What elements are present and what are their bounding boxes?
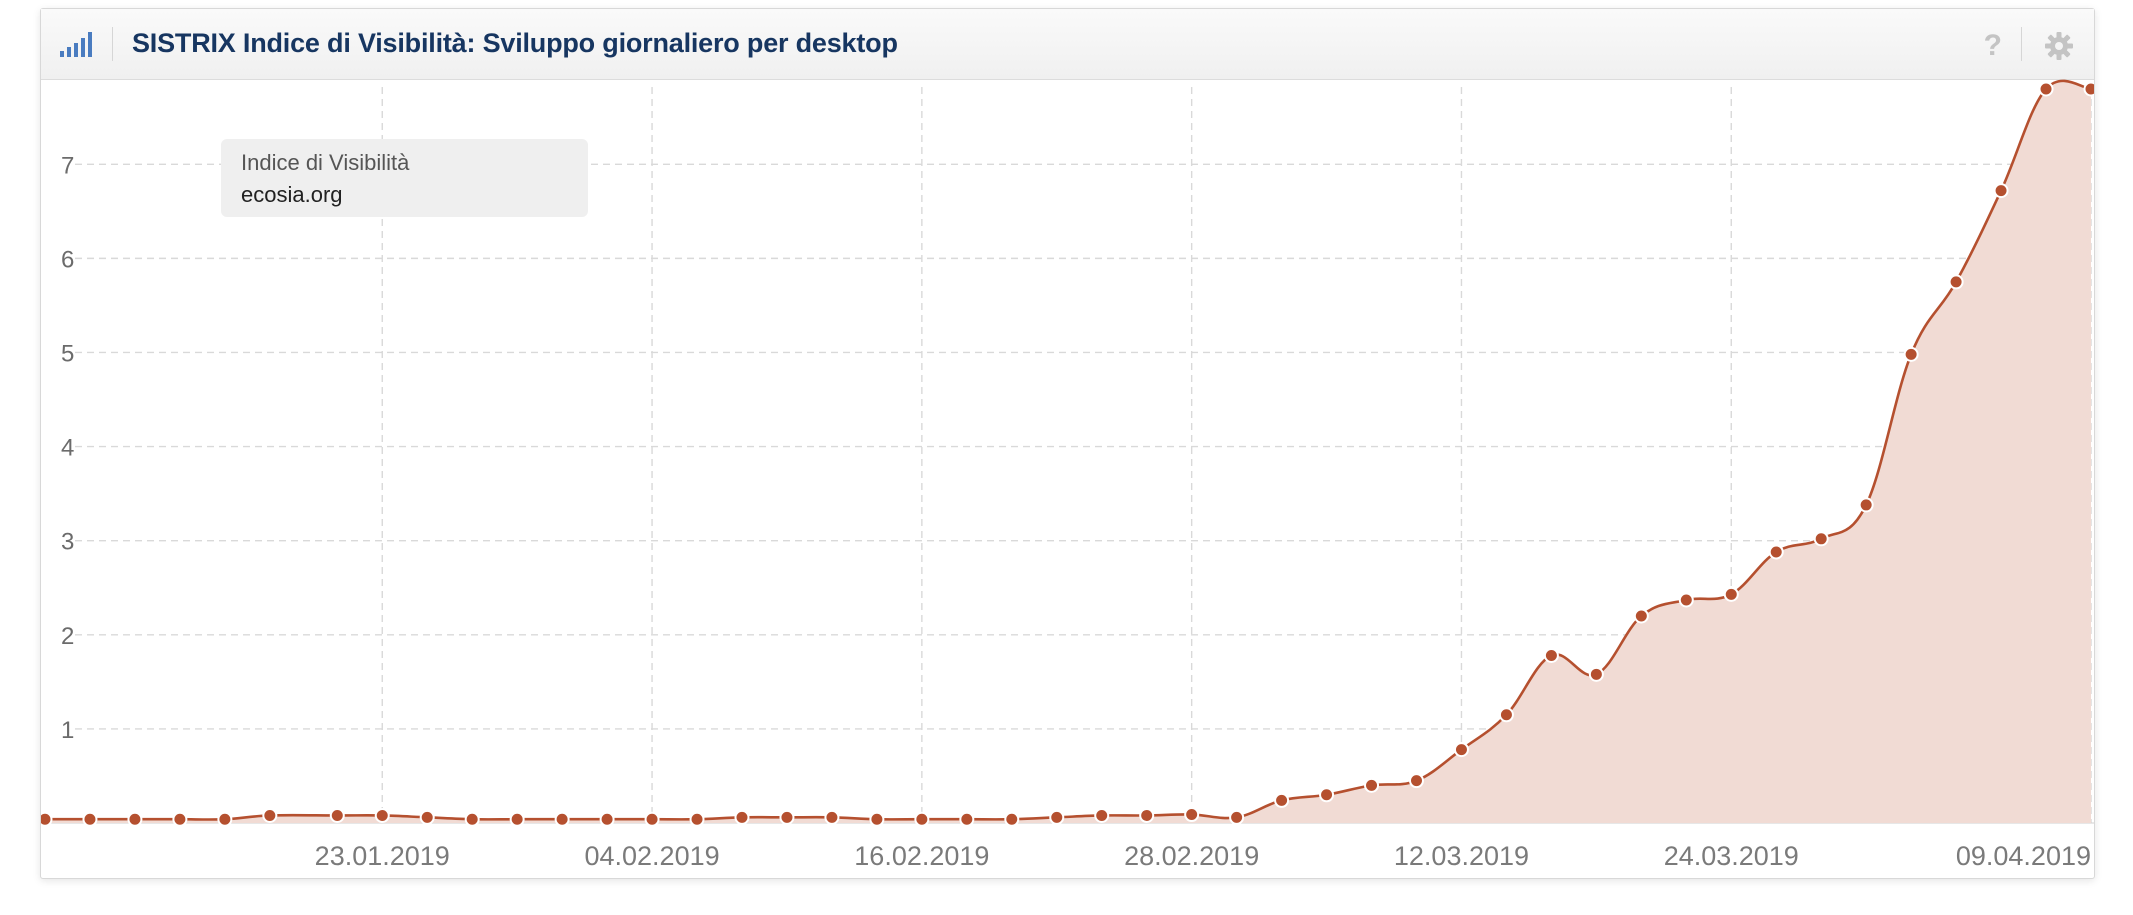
data-point[interactable]: [127, 811, 143, 827]
data-point[interactable]: [824, 809, 840, 825]
data-point[interactable]: [1678, 592, 1694, 608]
data-point[interactable]: [689, 811, 705, 827]
y-tick-label: 6: [61, 246, 74, 273]
data-point[interactable]: [914, 811, 930, 827]
data-point[interactable]: [734, 809, 750, 825]
data-point[interactable]: [1768, 544, 1784, 560]
header-divider: [112, 27, 113, 61]
series-area: [45, 80, 2091, 824]
data-point[interactable]: [329, 807, 345, 823]
data-point[interactable]: [869, 811, 885, 827]
visibility-chart-widget: SISTRIX Indice di Visibilità: Sviluppo g…: [40, 8, 2095, 879]
data-point[interactable]: [1049, 809, 1065, 825]
data-point[interactable]: [509, 811, 525, 827]
tooltip-label: Indice di Visibilità: [241, 150, 410, 175]
data-point[interactable]: [644, 811, 660, 827]
data-point[interactable]: [1813, 531, 1829, 547]
data-point[interactable]: [1588, 666, 1604, 682]
y-tick-label: 1: [61, 717, 74, 744]
data-point[interactable]: [217, 811, 233, 827]
data-point[interactable]: [419, 809, 435, 825]
data-point[interactable]: [82, 811, 98, 827]
data-point[interactable]: [1004, 811, 1020, 827]
data-point[interactable]: [1543, 647, 1559, 663]
data-point[interactable]: [464, 811, 480, 827]
data-point[interactable]: [1903, 346, 1919, 362]
data-point[interactable]: [1364, 777, 1380, 793]
line-chart: 1 2 3 4 5 6 7 23.01.2019 04.02.2019 16.02.2019 28.…: [41, 79, 2095, 871]
x-tick-label: 04.02.2019: [584, 841, 719, 871]
data-point[interactable]: [1948, 274, 1964, 290]
header-divider-right: [2021, 27, 2022, 61]
data-point[interactable]: [1274, 792, 1290, 808]
data-point[interactable]: [1094, 807, 1110, 823]
widget-header: SISTRIX Indice di Visibilità: Sviluppo g…: [41, 9, 2094, 80]
data-point[interactable]: [1408, 773, 1424, 789]
data-point[interactable]: [959, 811, 975, 827]
y-tick-label: 2: [61, 623, 74, 650]
x-tick-label: 09.04.2019: [1956, 841, 2091, 871]
data-point[interactable]: [2038, 81, 2054, 97]
y-tick-label: 5: [61, 340, 74, 367]
data-point[interactable]: [262, 807, 278, 823]
chart-title: SISTRIX Indice di Visibilità: Sviluppo g…: [132, 28, 898, 58]
tooltip-domain: ecosia.org: [241, 182, 343, 207]
data-point[interactable]: [1498, 707, 1514, 723]
x-tick-label: 12.03.2019: [1394, 841, 1529, 871]
y-tick-label: 3: [61, 529, 74, 556]
chart-tooltip: Indice di Visibilità ecosia.org: [221, 139, 588, 217]
x-tick-label: 28.02.2019: [1124, 841, 1259, 871]
series-line: [45, 79, 2092, 821]
data-point[interactable]: [1184, 807, 1200, 823]
data-point[interactable]: [1139, 807, 1155, 823]
x-tick-label: 23.01.2019: [315, 841, 450, 871]
x-tick-label: 16.02.2019: [854, 841, 989, 871]
data-point[interactable]: [1229, 809, 1245, 825]
help-icon[interactable]: ?: [1983, 29, 2002, 62]
data-point[interactable]: [1858, 497, 1874, 513]
y-tick-label: 4: [61, 435, 74, 462]
data-point[interactable]: [554, 811, 570, 827]
data-point[interactable]: [374, 807, 390, 823]
signal-bars-icon: [60, 32, 92, 57]
data-point[interactable]: [172, 811, 188, 827]
x-tick-label: 24.03.2019: [1664, 841, 1799, 871]
data-point[interactable]: [1723, 586, 1739, 602]
y-tick-label: 7: [61, 152, 74, 179]
data-point[interactable]: [1633, 608, 1649, 624]
data-point[interactable]: [1319, 787, 1335, 803]
data-point[interactable]: [1993, 183, 2009, 199]
gear-icon[interactable]: [2044, 31, 2074, 61]
data-point[interactable]: [779, 809, 795, 825]
data-point[interactable]: [599, 811, 615, 827]
data-point[interactable]: [1453, 742, 1469, 758]
data-point[interactable]: [41, 811, 53, 827]
data-point[interactable]: [2083, 81, 2095, 97]
